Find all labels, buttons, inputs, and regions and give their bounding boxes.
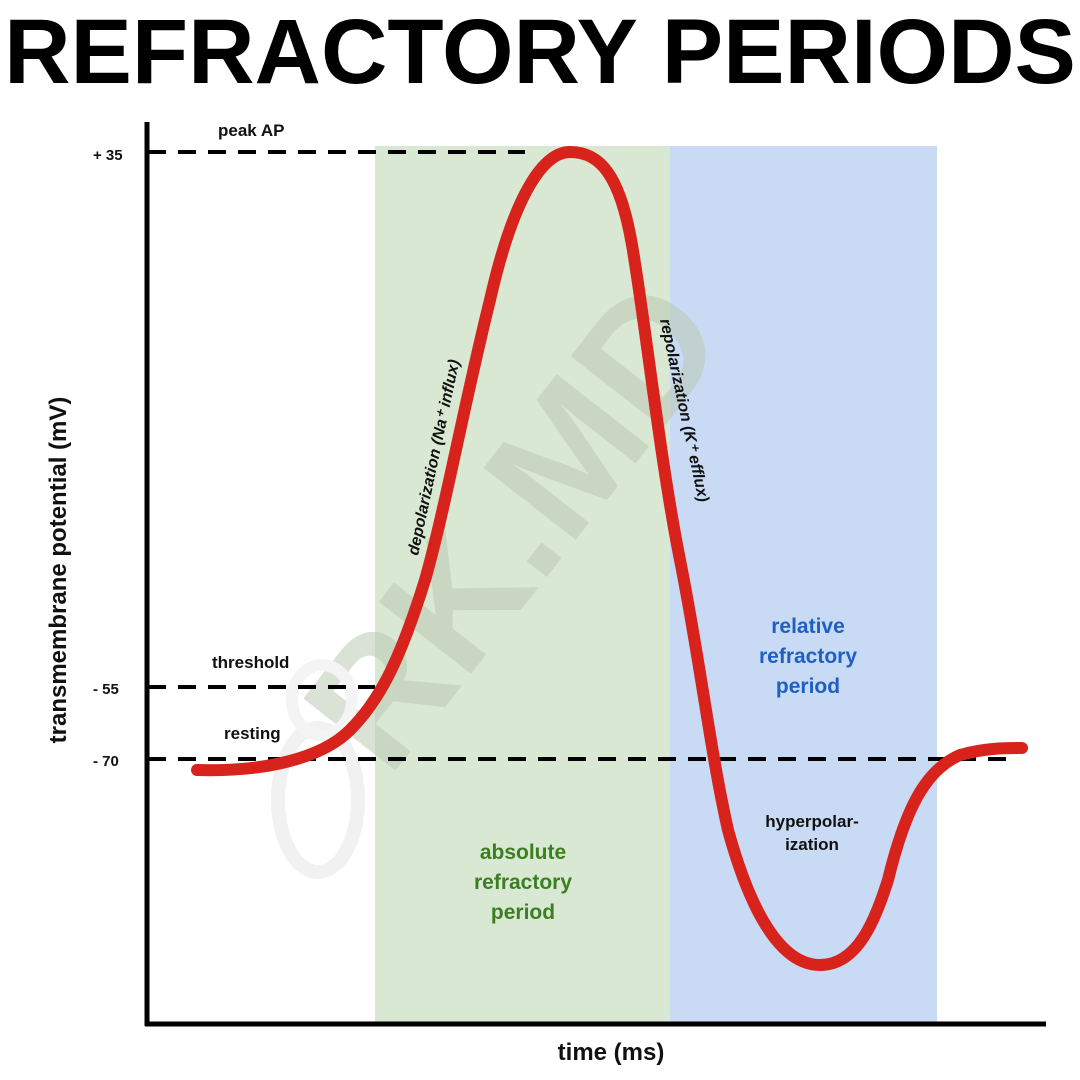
action-potential-curve — [191, 146, 1028, 971]
tick-peak: + 35 — [93, 147, 123, 164]
relative-refractory-region — [670, 146, 937, 1024]
x-axis-title: time (ms) — [558, 1039, 665, 1066]
resting-label: resting — [224, 724, 281, 743]
hyperpolarization-label-line1: hyperpolar- — [765, 812, 859, 831]
absolute-label-line3: period — [491, 901, 555, 924]
absolute-label-line1: absolute — [480, 841, 566, 864]
relative-label-line1: relative — [771, 615, 845, 638]
hyperpolarization-label-line2: ization — [785, 835, 839, 854]
page-title: REFRACTORY PERIODS — [4, 1, 1076, 103]
peak-ap-label: peak AP — [218, 121, 284, 140]
threshold-label: threshold — [212, 653, 289, 672]
tick-threshold: - 55 — [93, 681, 119, 698]
relative-label-line3: period — [776, 675, 840, 698]
relative-label-line2: refractory — [759, 645, 857, 668]
tick-resting: - 70 — [93, 753, 119, 770]
y-axis-title: transmembrane potential (mV) — [45, 397, 72, 744]
absolute-label-line2: refractory — [474, 871, 572, 894]
